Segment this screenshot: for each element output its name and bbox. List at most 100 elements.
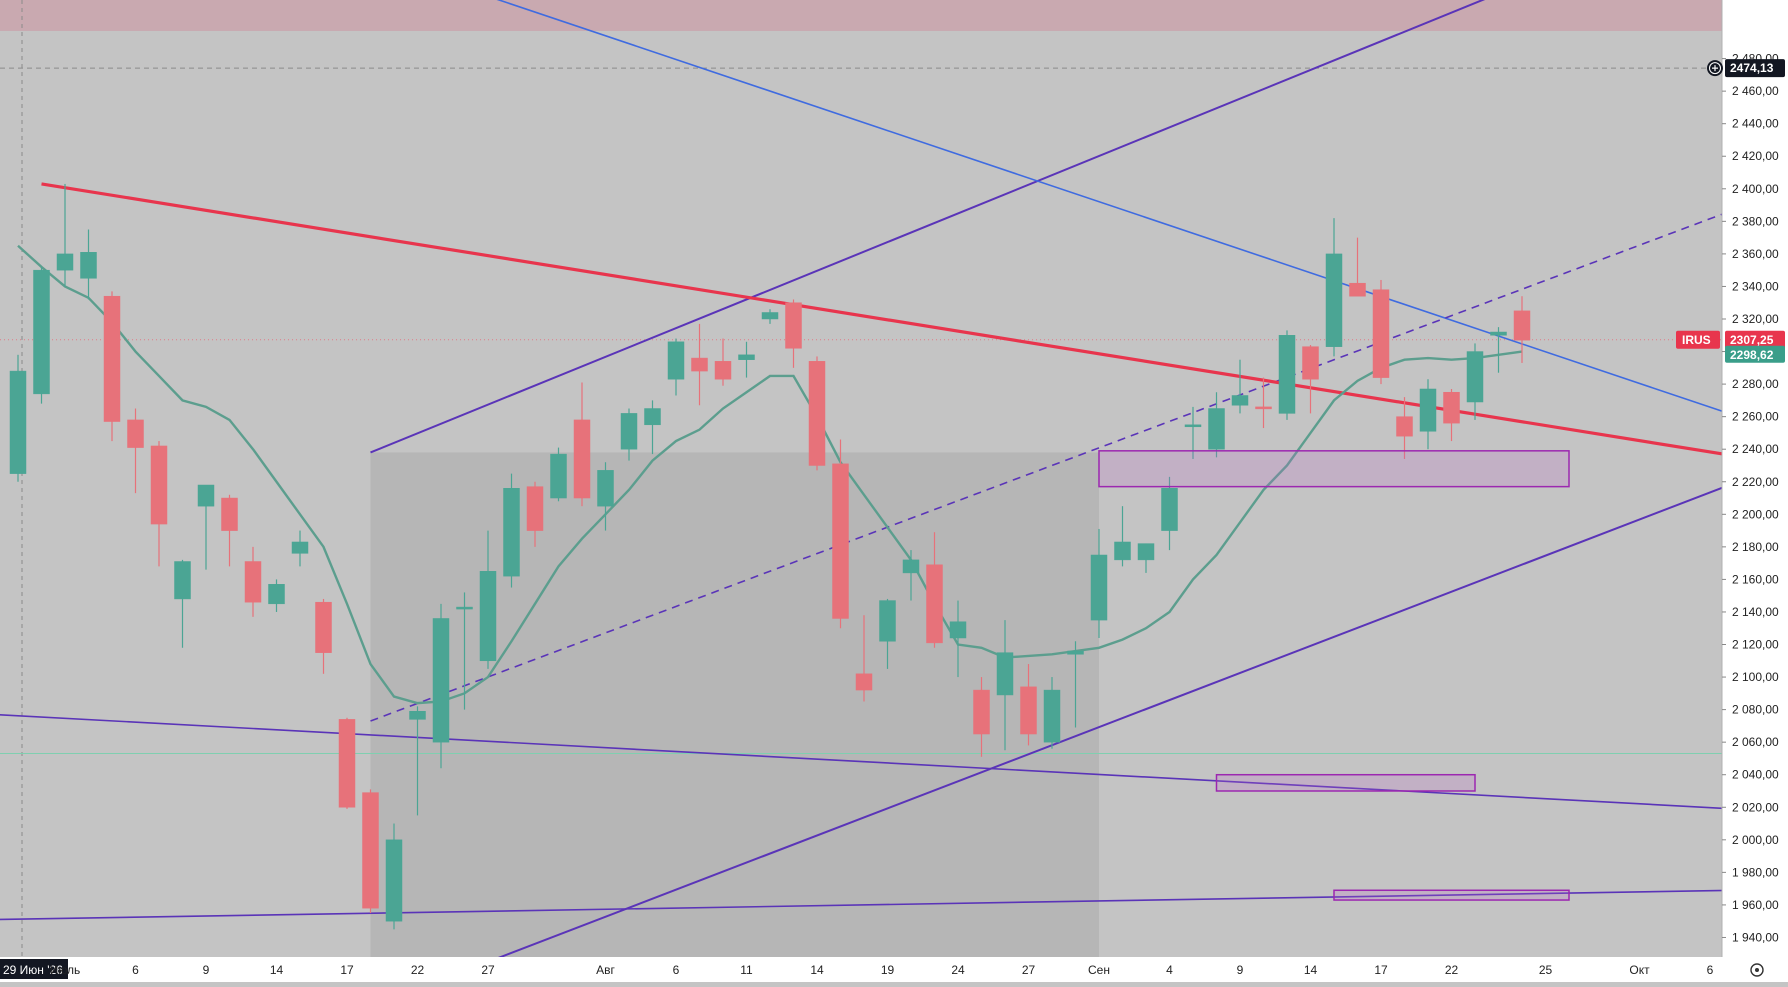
candle-body[interactable] — [1349, 282, 1366, 297]
candle-body[interactable] — [808, 361, 826, 466]
candle[interactable] — [973, 677, 990, 757]
candle[interactable] — [244, 546, 262, 617]
candle[interactable] — [902, 550, 920, 601]
candle-body[interactable] — [127, 419, 144, 448]
candle[interactable] — [761, 309, 779, 324]
candle[interactable] — [338, 717, 356, 809]
trendline-purple-lower[interactable] — [487, 482, 1734, 963]
candle[interactable] — [1114, 506, 1131, 567]
candle[interactable] — [103, 291, 121, 442]
candle[interactable] — [832, 439, 849, 629]
candle-body[interactable] — [1161, 488, 1178, 531]
candle[interactable] — [127, 408, 144, 494]
candle-body[interactable] — [996, 652, 1014, 696]
candle-body[interactable] — [714, 361, 732, 380]
candle[interactable] — [268, 579, 285, 612]
candle[interactable] — [432, 603, 450, 769]
candle[interactable] — [362, 789, 379, 914]
candle[interactable] — [879, 598, 896, 669]
trendline-purple-flat[interactable] — [0, 713, 1734, 810]
candle-body[interactable] — [1114, 541, 1131, 561]
candle-body[interactable] — [291, 541, 309, 554]
candle[interactable] — [80, 229, 97, 300]
candle-body[interactable] — [1020, 686, 1037, 735]
candle[interactable] — [1020, 664, 1037, 746]
candle[interactable] — [385, 823, 403, 930]
candle[interactable] — [855, 615, 873, 702]
candle-body[interactable] — [150, 445, 168, 525]
candle[interactable] — [1419, 379, 1437, 450]
trendline-purple-bottom[interactable] — [0, 889, 1734, 921]
candle-body[interactable] — [1372, 289, 1390, 378]
candle-body[interactable] — [33, 269, 50, 395]
candle[interactable] — [409, 706, 426, 816]
candle-body[interactable] — [268, 584, 285, 605]
candle-body[interactable] — [479, 571, 497, 662]
candle[interactable] — [1396, 397, 1413, 459]
candle-body[interactable] — [1419, 388, 1437, 432]
candle[interactable] — [56, 183, 74, 287]
candle-body[interactable] — [1396, 416, 1413, 437]
candle-body[interactable] — [362, 792, 379, 909]
candle-body[interactable] — [761, 312, 779, 320]
candle-body[interactable] — [1090, 554, 1108, 621]
candle[interactable] — [1090, 528, 1108, 638]
candle[interactable] — [691, 323, 708, 406]
candle[interactable] — [644, 400, 661, 455]
candle[interactable] — [1278, 330, 1296, 420]
candle[interactable] — [949, 600, 967, 678]
candle-body[interactable] — [432, 618, 450, 743]
candle-body[interactable] — [338, 719, 356, 808]
candle-body[interactable] — [1302, 346, 1319, 380]
candle[interactable] — [1325, 218, 1343, 357]
candle[interactable] — [1466, 343, 1484, 420]
candle-body[interactable] — [80, 252, 97, 279]
candle-body[interactable] — [503, 488, 520, 577]
candle[interactable] — [550, 447, 567, 502]
candle-body[interactable] — [597, 470, 614, 507]
last-price-tag[interactable]: IRUS 2307,25 — [1676, 330, 1785, 349]
candle[interactable] — [1208, 392, 1225, 458]
candle[interactable] — [573, 382, 591, 507]
ma-price-tag[interactable]: 2298,62 — [1725, 345, 1785, 363]
candle-body[interactable] — [1137, 543, 1155, 561]
candle-body[interactable] — [1231, 395, 1249, 406]
candle[interactable] — [503, 473, 520, 588]
candle[interactable] — [526, 481, 544, 547]
candle[interactable] — [479, 530, 497, 669]
candle[interactable] — [1067, 641, 1084, 728]
zone-rectangle[interactable] — [1098, 450, 1570, 488]
candle[interactable] — [808, 356, 826, 471]
candle[interactable] — [150, 441, 168, 567]
candle[interactable] — [714, 338, 732, 386]
candle-body[interactable] — [879, 600, 896, 642]
settings-gear-icon[interactable] — [1750, 963, 1764, 977]
candle-body[interactable] — [902, 559, 920, 574]
candle-body[interactable] — [573, 419, 591, 499]
candle-body[interactable] — [1490, 331, 1507, 336]
candle-body[interactable] — [1067, 650, 1084, 655]
candle-body[interactable] — [56, 253, 74, 271]
candle-body[interactable] — [197, 484, 215, 507]
candle[interactable] — [1043, 677, 1061, 749]
candle[interactable] — [1255, 377, 1272, 429]
candle-body[interactable] — [855, 673, 873, 691]
candle[interactable] — [1137, 543, 1155, 573]
candle[interactable] — [738, 341, 755, 378]
candle-body[interactable] — [526, 486, 544, 531]
crosshair-price-tag[interactable]: 2474,13 — [1707, 59, 1785, 78]
candle-body[interactable] — [1278, 335, 1296, 414]
candle[interactable] — [221, 494, 238, 567]
candle-body[interactable] — [644, 408, 661, 426]
candle[interactable] — [1443, 388, 1460, 442]
candle[interactable] — [1302, 345, 1319, 414]
candle-body[interactable] — [949, 621, 967, 639]
candle[interactable] — [1372, 279, 1390, 385]
candle-body[interactable] — [174, 561, 191, 600]
trendline-blue[interactable] — [441, 0, 1734, 416]
candle[interactable] — [996, 620, 1014, 751]
candle-body[interactable] — [1184, 424, 1202, 428]
candle[interactable] — [667, 338, 685, 396]
candle[interactable] — [33, 266, 50, 404]
